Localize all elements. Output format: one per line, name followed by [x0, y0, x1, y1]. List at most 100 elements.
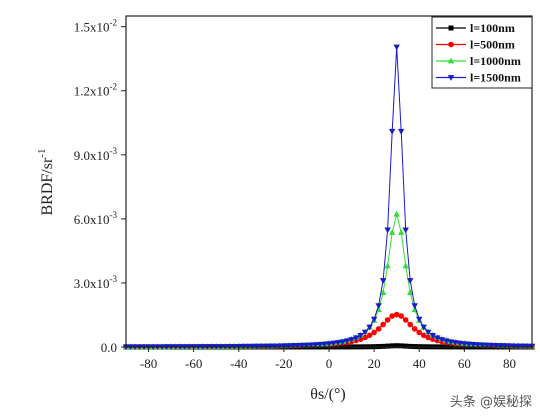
y-tick-label: 6.0x10-3	[74, 210, 118, 227]
data-point	[384, 317, 391, 323]
x-tick-label: -60	[185, 356, 202, 371]
legend-label: l=1500nm	[470, 71, 521, 85]
legend-label: l=1000nm	[470, 54, 521, 68]
data-point	[384, 227, 391, 234]
data-point	[470, 341, 477, 348]
y-axis-label: BRDF/sr-1	[36, 149, 56, 216]
data-point	[394, 343, 400, 349]
data-point	[339, 339, 346, 346]
data-point	[407, 343, 413, 349]
data-point	[393, 311, 400, 318]
data-point	[447, 75, 455, 81]
data-point	[294, 343, 301, 349]
data-point	[389, 343, 395, 349]
data-point	[388, 128, 396, 135]
data-point	[497, 343, 504, 349]
data-point	[379, 278, 387, 284]
series-l=1500nm	[122, 44, 536, 351]
data-point	[456, 340, 464, 347]
data-point	[298, 342, 306, 349]
x-tick-label: 0	[326, 356, 333, 371]
data-point	[366, 324, 373, 331]
data-point	[321, 341, 328, 348]
y-tick-label: 1.5x10-2	[74, 18, 117, 35]
data-point	[276, 343, 283, 350]
data-point	[397, 229, 405, 235]
data-point	[447, 57, 455, 64]
data-point	[402, 317, 409, 323]
svg-text:BRDF/sr-1: BRDF/sr-1	[36, 149, 56, 216]
data-point	[407, 321, 414, 328]
data-point	[429, 336, 436, 342]
data-point	[375, 326, 382, 332]
data-point	[420, 324, 427, 331]
data-point	[289, 343, 297, 349]
x-tick-label: 60	[458, 356, 471, 371]
data-point	[425, 329, 432, 336]
axes: -80 -60 -40 -20 0 20 40 60 80 0.0 3.0x10-3 6.0x10-3…	[74, 15, 533, 371]
data-point	[393, 44, 400, 51]
x-tick-label: 20	[368, 356, 381, 371]
data-point	[303, 342, 310, 349]
data-point	[388, 229, 396, 235]
data-point	[448, 41, 454, 48]
data-point	[385, 343, 391, 349]
data-point	[483, 342, 491, 349]
data-point	[366, 332, 373, 339]
y-tick-label: 9.0x10-3	[74, 146, 118, 163]
series-line	[126, 46, 532, 348]
data-point	[348, 337, 355, 343]
data-point	[474, 342, 482, 349]
x-tick-label: -80	[140, 356, 157, 371]
data-point	[447, 339, 454, 346]
data-point	[488, 342, 495, 349]
data-point	[506, 343, 513, 350]
x-tick-label: 40	[413, 356, 426, 371]
data-point	[285, 343, 292, 350]
data-point	[343, 338, 351, 345]
data-point	[325, 341, 333, 348]
data-point	[416, 316, 423, 323]
data-point	[380, 343, 386, 349]
data-point	[397, 128, 405, 135]
data-point	[379, 289, 387, 295]
data-point	[357, 336, 364, 342]
series-l=1000nm	[122, 210, 536, 350]
data-point	[307, 342, 315, 349]
data-point	[312, 342, 319, 349]
data-point	[501, 343, 509, 350]
data-point	[492, 343, 500, 349]
y-axis-label-exp: -1	[36, 149, 48, 158]
data-point	[411, 326, 418, 332]
data-point	[361, 329, 369, 336]
data-point	[465, 341, 473, 348]
data-point	[416, 329, 423, 336]
data-point	[398, 313, 404, 319]
watermark-text: 头条 @娱秘探	[450, 394, 532, 410]
y-tick-label: 3.0x10-3	[74, 274, 118, 291]
legend: l=100nm l=500nm l=1000nm l=1500nm	[431, 16, 533, 89]
data-point	[352, 335, 360, 342]
legend-label: l=500nm	[470, 38, 515, 52]
data-point	[429, 333, 436, 339]
y-axis-label-text: BRDF/sr	[39, 157, 56, 215]
y-tick-label: 1.2x10-2	[74, 82, 117, 99]
data-point	[402, 227, 409, 234]
y-tick-label: 0.0	[101, 340, 117, 355]
data-point	[280, 343, 288, 350]
data-point	[330, 340, 337, 347]
data-point	[398, 343, 404, 349]
data-point	[425, 334, 432, 341]
data-point	[371, 329, 377, 336]
series-layer	[122, 44, 536, 351]
data-point	[434, 335, 441, 342]
x-tick-label: 80	[503, 356, 516, 371]
data-point	[461, 341, 468, 348]
data-point	[334, 340, 342, 346]
data-point	[393, 210, 400, 217]
data-point	[370, 316, 378, 323]
data-point	[357, 333, 364, 339]
x-tick-label: -40	[230, 356, 247, 371]
data-point	[403, 343, 409, 349]
